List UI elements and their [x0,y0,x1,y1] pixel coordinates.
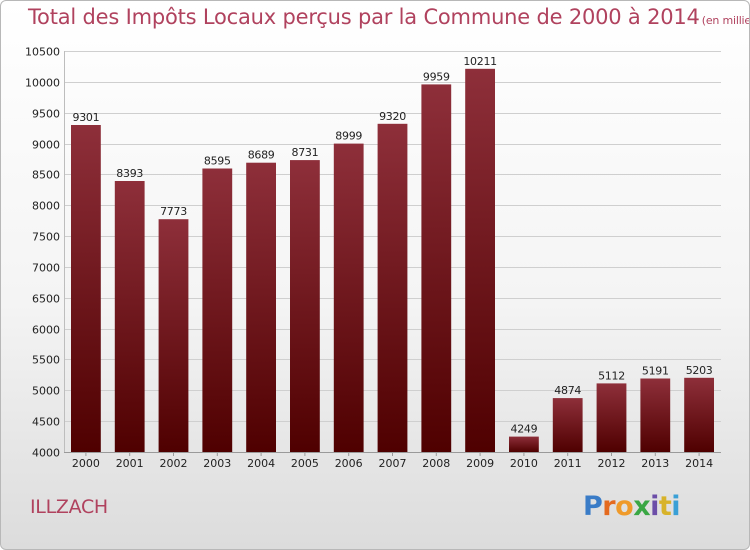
bar-2011 [552,398,583,452]
logo-letter: t [658,491,672,522]
proxiti-logo: Proxiti [583,491,681,522]
data-label-2012: 5112 [598,369,625,382]
x-tick-label-2008: 2008 [422,457,450,470]
data-label-2006: 8999 [335,130,362,143]
data-labels: 9301 8393 7773 8595 8689 8731 8999 9320 9959 1021… [73,55,714,436]
bar-2004 [246,162,276,452]
x-tick-label-2007: 2007 [379,457,407,470]
y-tick-label: 10000 [25,77,60,90]
x-tick-label-2004: 2004 [247,457,275,470]
x-tick-label-2005: 2005 [291,457,319,470]
bar-2007 [377,123,408,453]
logo-letter: o [615,491,634,522]
x-tick-label-2006: 2006 [335,457,363,470]
logo-letter: i [650,491,659,522]
x-tick-label-2010: 2010 [510,457,538,470]
y-tick-label: 8500 [32,169,60,182]
chart-title-text: Total des Impôts Locaux perçus par la Co… [28,5,700,29]
data-label-2010: 4249 [511,423,538,436]
y-tick-label: 9000 [32,139,60,152]
data-label-2000: 9301 [73,111,100,124]
bars [71,68,714,453]
commune-name: ILLZACH [30,496,108,518]
y-tick-label: 9500 [32,108,60,121]
bar-2006 [333,143,364,452]
data-label-2001: 8393 [116,167,143,180]
data-label-2003: 8595 [204,155,231,168]
x-tick-label-2002: 2002 [160,457,188,470]
y-tick-label: 4500 [32,416,60,429]
x-tick-label-2013: 2013 [641,457,669,470]
bar-2005 [290,160,320,452]
chart-title: Total des Impôts Locaux perçus par la Co… [28,5,749,29]
data-label-2014: 5203 [686,364,713,377]
bar-2013 [640,378,671,452]
x-tick-label-2009: 2009 [466,457,494,470]
logo-letter: x [633,491,651,522]
y-tick-label: 7500 [32,231,60,244]
data-label-2005: 8731 [292,146,319,159]
bar-2001 [114,181,145,452]
data-label-2004: 8689 [248,149,275,162]
x-tick-label-2014: 2014 [685,457,713,470]
x-tick-label-2003: 2003 [203,457,231,470]
logo-letter: P [583,491,603,522]
data-label-2007: 9320 [379,110,406,123]
y-tick-label: 6000 [32,324,60,337]
bar-2012 [596,383,627,452]
y-tick-label: 7000 [32,262,60,275]
bar-2002 [158,219,189,452]
x-tick-label-2001: 2001 [116,457,144,470]
data-label-2009: 10211 [463,55,497,68]
bar-2009 [465,68,495,453]
chart-title-unit: (en milliers d'€) [701,14,749,27]
logo-letter: r [602,491,616,522]
axes: 4000 4500 5000 5500 6000 6500 7000 7500 8000 8500… [25,46,721,470]
y-tick-label: 10500 [25,46,60,59]
data-label-2011: 4874 [554,384,581,397]
x-tick-label-2012: 2012 [598,457,626,470]
y-tick-label: 8000 [32,200,60,213]
bar-2008 [421,84,452,453]
data-label-2002: 7773 [160,205,187,218]
bar-2000 [71,125,101,452]
y-tick-label: 6500 [32,293,60,306]
data-label-2008: 9959 [423,70,450,83]
y-tick-label: 5000 [32,385,60,398]
bar-2014 [684,377,714,452]
y-tick-label: 4000 [32,447,60,460]
x-tick-label-2011: 2011 [554,457,582,470]
bar-2010 [509,436,539,452]
logo-letter: i [671,491,681,522]
x-tick-label-2000: 2000 [72,457,100,470]
data-label-2013: 5191 [642,365,669,378]
y-tick-label: 5500 [32,354,60,367]
bar-2003 [202,168,233,452]
